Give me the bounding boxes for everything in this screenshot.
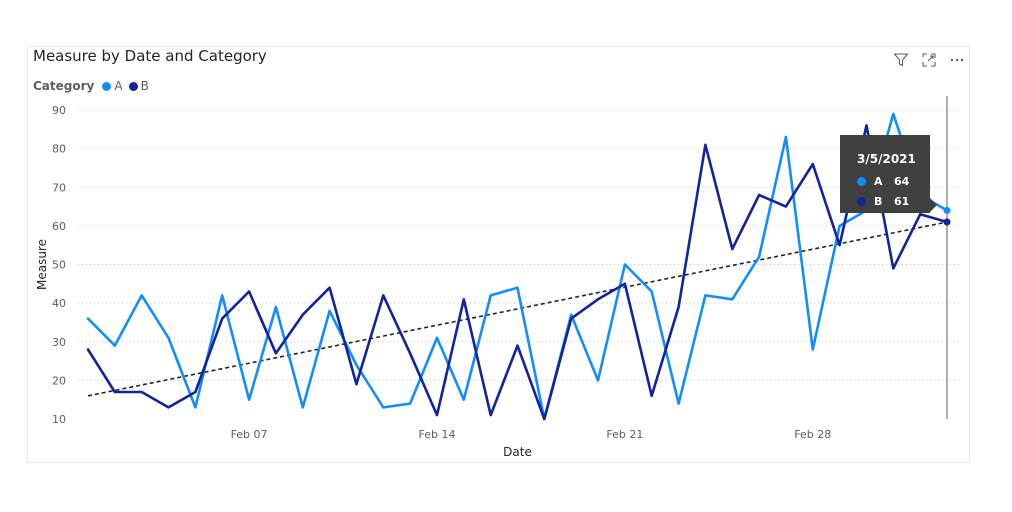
y-tick-label-40: 40: [52, 297, 66, 310]
tooltip-marker-a: [857, 177, 866, 186]
x-tick-label-feb-07: Feb 07: [231, 428, 268, 441]
series-point-a: [943, 206, 951, 214]
y-tick-label-50: 50: [52, 259, 66, 272]
y-tick-label-10: 10: [52, 413, 66, 426]
x-axis-title: Date: [503, 445, 532, 459]
y-tick-label-80: 80: [52, 143, 66, 156]
x-tick-label-feb-14: Feb 14: [418, 428, 455, 441]
series-line-b: [86, 124, 949, 421]
tooltip-value-a: 64: [894, 175, 910, 188]
legend-item-b[interactable]: B: [128, 79, 149, 93]
legend-marker-a: [102, 81, 112, 91]
tooltip-row-b: B 61: [857, 195, 909, 208]
y-tick-label-30: 30: [52, 336, 66, 349]
y-axis-title: Measure: [35, 239, 49, 290]
x-tick-label-feb-21: Feb 21: [606, 428, 643, 441]
series-point-b: [943, 218, 951, 226]
y-tick-label-90: 90: [52, 104, 66, 117]
legend: Category A B: [33, 79, 155, 93]
legend-title: Category: [33, 79, 95, 93]
data-tooltip: 3/5/2021 A 64 B 61: [840, 135, 930, 213]
visual-toolbar: [890, 52, 970, 68]
legend-item-a[interactable]: A: [102, 79, 123, 93]
focus-mode-icon[interactable]: [921, 52, 937, 68]
tooltip-pointer: [929, 197, 937, 213]
y-tick-label-20: 20: [52, 374, 66, 387]
tooltip-row-a: A 64: [857, 175, 909, 188]
tooltip-date: 3/5/2021: [857, 152, 916, 166]
y-tick-label-60: 60: [52, 220, 66, 233]
y-tick-label-70: 70: [52, 181, 66, 194]
tooltip-label-b: B: [874, 195, 883, 208]
series-line-a: [86, 112, 949, 421]
trend-line: [87, 221, 948, 397]
legend-label-a: A: [114, 79, 123, 93]
tooltip-value-b: 61: [894, 195, 910, 208]
more-options-icon[interactable]: [949, 52, 965, 68]
legend-marker-b: [128, 81, 138, 91]
chart-title: Measure by Date and Category: [33, 47, 267, 65]
x-tick-label-feb-28: Feb 28: [794, 428, 831, 441]
tooltip-marker-b: [857, 197, 866, 206]
tooltip-label-a: A: [874, 175, 883, 188]
filter-icon[interactable]: [893, 52, 909, 68]
legend-label-b: B: [140, 79, 149, 93]
